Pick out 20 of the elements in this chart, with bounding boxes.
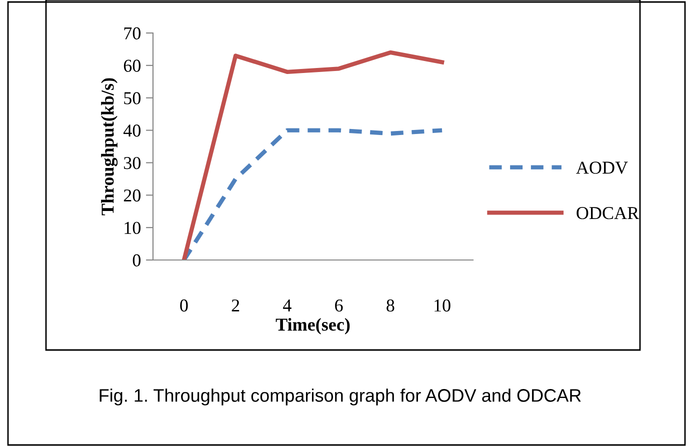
- y-tick-label: 10: [124, 222, 141, 234]
- y-tick-label: 40: [123, 124, 141, 137]
- caption: Fig. 1. Throughput comparison graph for AODV and ODCAR: [100, 388, 581, 406]
- x-tick-label: 6: [335, 299, 343, 312]
- legend-label: AODV: [576, 162, 628, 174]
- line-series: [182, 50, 444, 260]
- y-axis-title: Throughput(kb/s): [101, 78, 118, 216]
- y-tick-label: 50: [124, 92, 141, 104]
- x-tick-label: 10: [434, 299, 450, 312]
- y-tick-label: 60: [124, 60, 141, 72]
- legend-label: ODCAR: [576, 207, 640, 220]
- y-tick-label: 70: [124, 27, 141, 40]
- y-tick-label: 30: [124, 156, 141, 170]
- x-tick-label: 0: [180, 299, 188, 312]
- x-tick-label: 4: [283, 300, 292, 312]
- x-axis-title: Time(sec): [276, 318, 350, 334]
- x-tick-label: 2: [232, 299, 240, 312]
- y-tick-label: 0: [132, 254, 141, 266]
- y-tick-label: 20: [124, 189, 141, 202]
- x-tick-label: 8: [386, 299, 394, 312]
